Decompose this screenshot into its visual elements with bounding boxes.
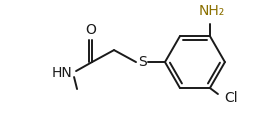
Text: S: S — [139, 55, 147, 69]
Text: Cl: Cl — [224, 91, 238, 105]
Text: HN: HN — [51, 66, 72, 80]
Text: O: O — [86, 23, 96, 37]
Text: NH₂: NH₂ — [199, 4, 225, 18]
